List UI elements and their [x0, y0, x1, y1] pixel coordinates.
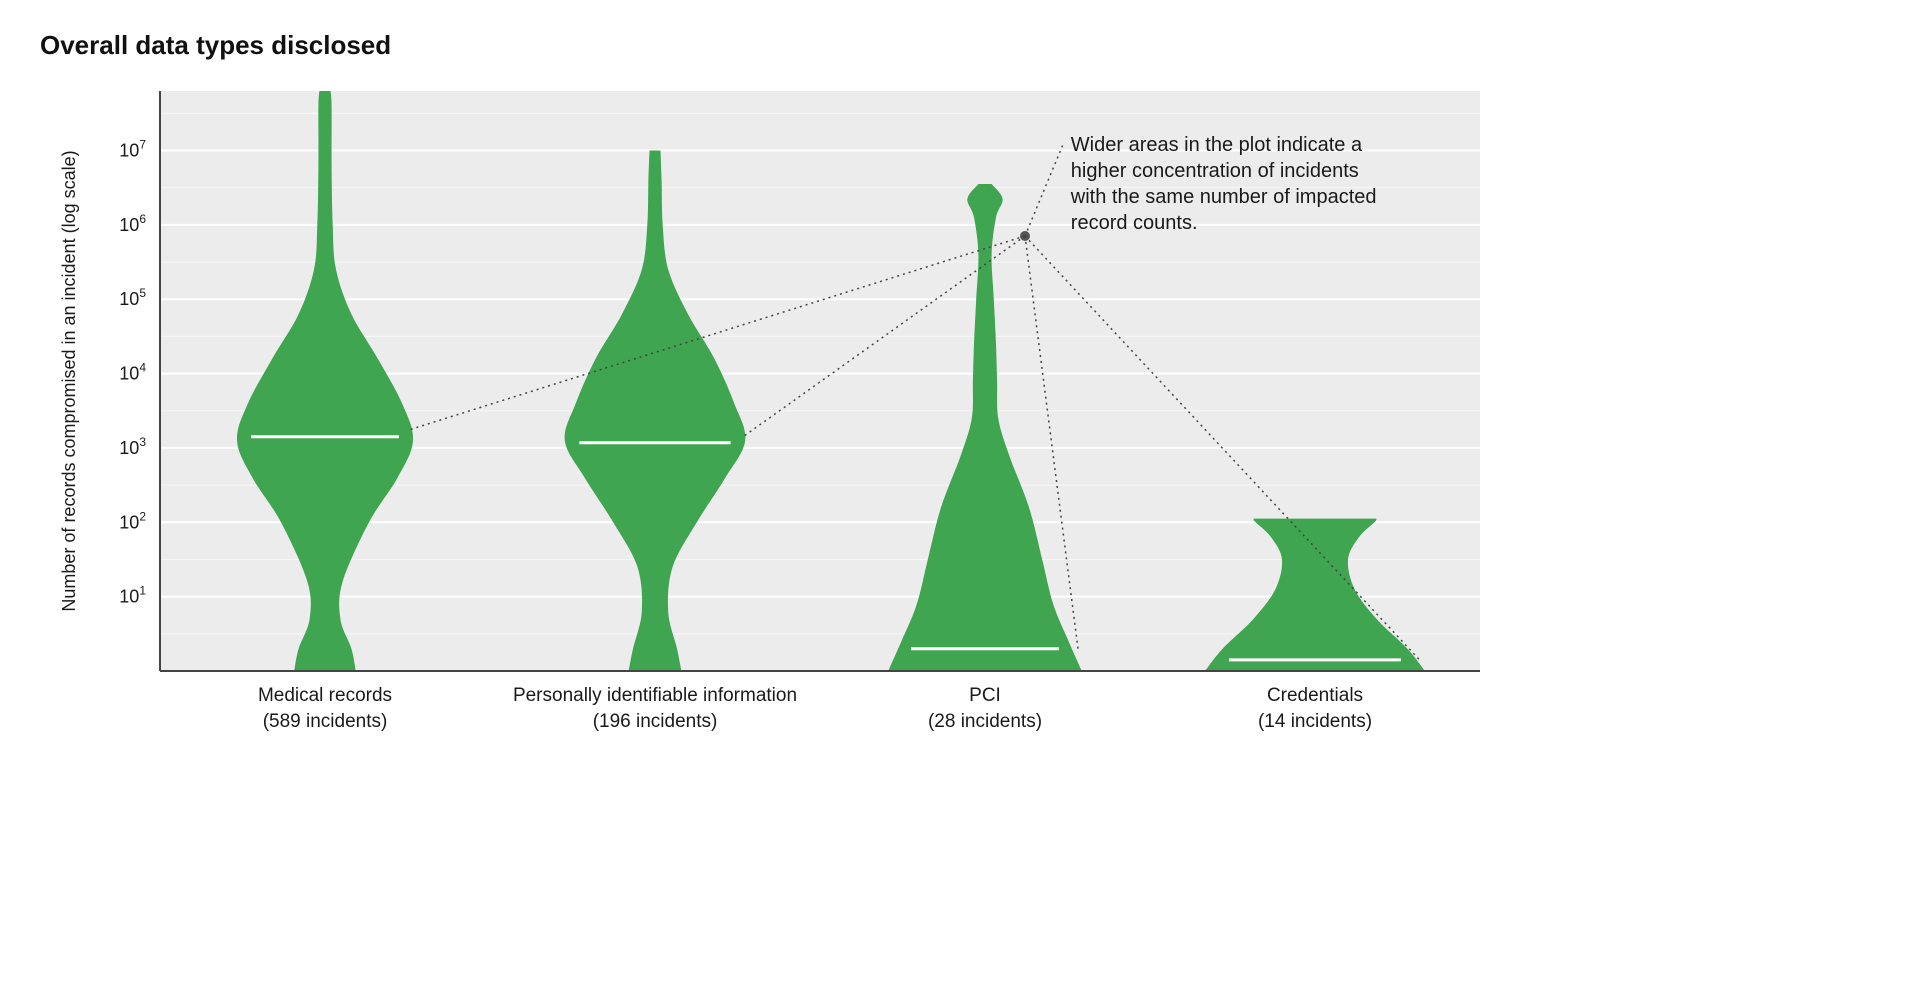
- y-axis-label: Number of records compromised in an inci…: [59, 150, 79, 611]
- x-label-medical-line1: Medical records: [258, 685, 392, 706]
- x-label-credentials-line2: (14 incidents): [1258, 711, 1372, 732]
- y-tick-label: 101: [119, 584, 146, 607]
- y-tick-label: 103: [119, 435, 146, 458]
- x-label-pii-line2: (196 incidents): [593, 711, 718, 732]
- x-label-credentials-line1: Credentials: [1267, 685, 1363, 706]
- y-tick-label: 106: [119, 212, 146, 235]
- x-label-pii-line1: Personally identifiable information: [513, 685, 797, 706]
- x-label-pci-line2: (28 incidents): [928, 711, 1042, 732]
- y-tick-label: 107: [119, 137, 146, 160]
- y-tick-label: 102: [119, 509, 146, 532]
- y-tick-label: 104: [119, 361, 146, 384]
- violin-chart: 101 102 103 104 105 106 107 Number of records c…: [40, 81, 1490, 781]
- chart-title: Overall data types disclosed: [40, 30, 1868, 61]
- x-label-pci-line1: PCI: [969, 685, 1001, 706]
- y-tick-label: 105: [119, 286, 146, 309]
- x-label-medical-line2: (589 incidents): [263, 711, 388, 732]
